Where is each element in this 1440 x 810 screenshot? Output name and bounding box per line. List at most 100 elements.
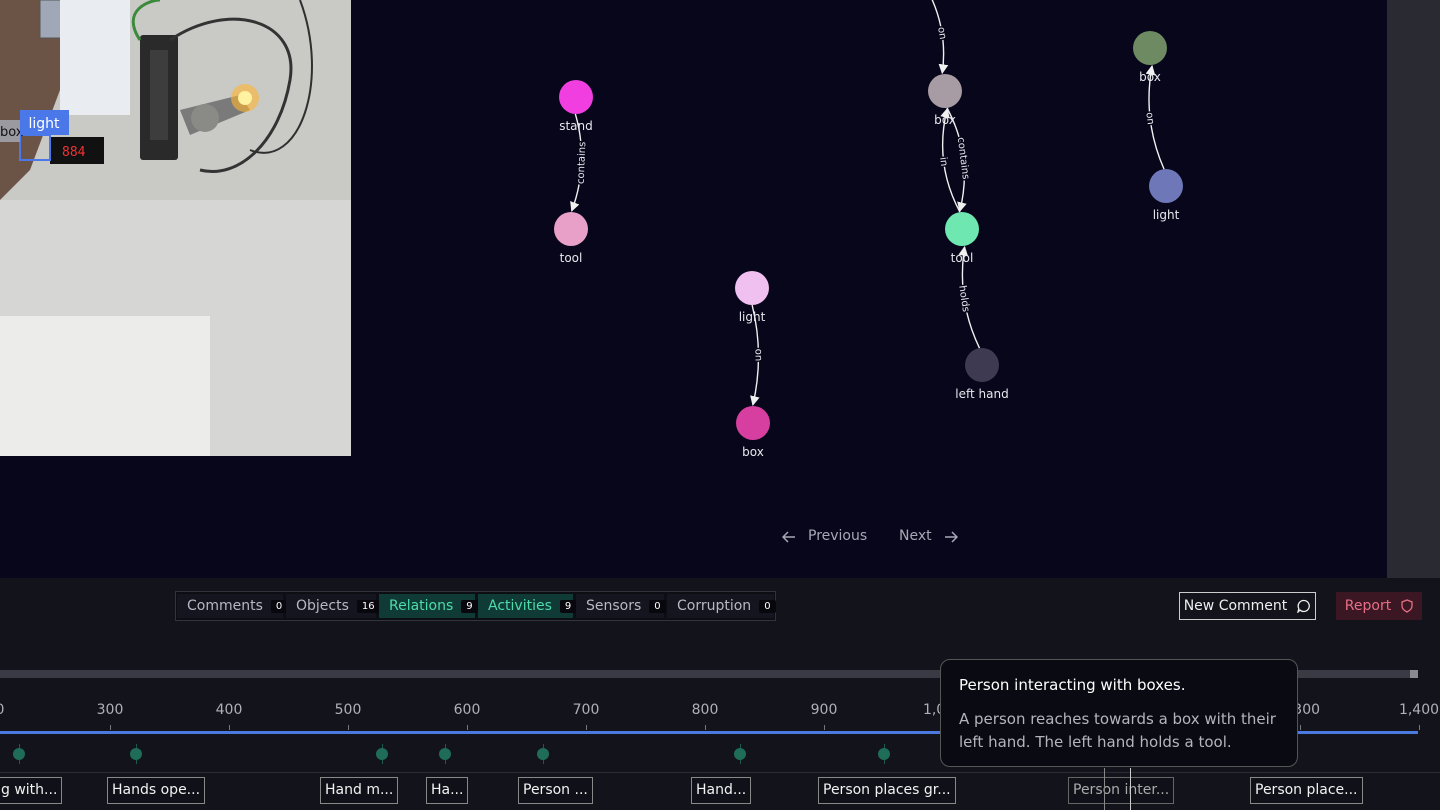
edge-label: contains: [955, 137, 971, 180]
sidebar: [1387, 0, 1440, 578]
node[interactable]: [736, 406, 770, 440]
node-label: stand: [559, 119, 593, 133]
timeline-tick-label: 500: [334, 702, 362, 718]
timeline-tick-label: 200: [0, 702, 4, 718]
timeline-tick-label: 700: [572, 702, 600, 718]
timeline-tick-label: 800: [691, 702, 719, 718]
tab-count: 9: [461, 599, 478, 613]
timeline-tick: [1419, 725, 1420, 730]
comment-icon: [1297, 599, 1311, 613]
edge-label: on: [1143, 112, 1155, 126]
timeline-tick: [348, 725, 349, 730]
report-button[interactable]: Report: [1336, 592, 1422, 620]
tab-label: Comments: [187, 598, 263, 614]
timeline-tick: [1300, 725, 1301, 730]
edge: [570, 113, 583, 212]
edge-label: on: [935, 26, 948, 40]
light-label: light: [28, 116, 60, 132]
tab-count: 0: [649, 599, 666, 613]
previous-text: Previous: [808, 528, 868, 544]
event-marker[interactable]: [878, 748, 890, 760]
event-label[interactable]: Person ...: [518, 777, 593, 804]
event-label[interactable]: Hand...: [691, 777, 752, 804]
timeline-tick: [705, 725, 706, 730]
next-text: Next: [899, 528, 932, 544]
node[interactable]: [559, 80, 593, 114]
tab[interactable]: Relations 9: [379, 594, 478, 618]
edge: [946, 107, 967, 213]
event-label[interactable]: Ha...: [426, 777, 469, 804]
timeline-tick-label: 900: [810, 702, 838, 718]
event-marker[interactable]: [439, 748, 451, 760]
tab-label: Activities: [488, 598, 552, 614]
camera-image: 884 box light: [0, 0, 351, 456]
tab[interactable]: Corruption 0: [667, 594, 776, 618]
tab[interactable]: Activities 9: [478, 594, 577, 618]
edge: [958, 245, 981, 349]
scroll-handle[interactable]: [1410, 670, 1418, 678]
timeline-tick-label: 1,400: [1398, 702, 1440, 718]
tab-count: 16: [356, 599, 380, 613]
node[interactable]: [735, 271, 769, 305]
node[interactable]: [965, 348, 999, 382]
tab-count: 0: [270, 599, 288, 613]
event-label[interactable]: Hands ope...: [107, 777, 206, 804]
separator: [0, 772, 1440, 773]
tab-count: 0: [759, 599, 776, 613]
timeline-tick-label: 300: [96, 702, 124, 718]
event-label[interactable]: Hand m...: [320, 777, 399, 804]
arrow-left-icon: [782, 531, 795, 543]
event-marker[interactable]: [537, 748, 549, 760]
box-label: box: [0, 125, 24, 140]
tab[interactable]: Objects 16: [286, 594, 380, 618]
event-label[interactable]: Person places gr...: [818, 777, 956, 804]
tooltip-body: A person reaches towards a box with thei…: [959, 710, 1276, 751]
event-marker[interactable]: [13, 748, 25, 760]
tab-label: Objects: [296, 598, 349, 614]
arrow-right-icon: [944, 531, 958, 543]
edge-label: holds: [956, 285, 971, 313]
new-comment-text: New Comment: [1183, 598, 1288, 614]
node[interactable]: [1149, 169, 1183, 203]
previous-button[interactable]: Previous: [782, 528, 867, 546]
tab-label: Corruption: [677, 598, 752, 614]
node-label: left hand: [955, 387, 1008, 401]
timeline-tick: [824, 725, 825, 730]
scene-graph: contains on on contains in holds on stand tool li…: [554, 0, 1183, 459]
tab[interactable]: Comments 0: [177, 594, 288, 618]
node[interactable]: [945, 212, 979, 246]
node-label: box: [934, 113, 956, 127]
timeline-tick: [110, 725, 111, 730]
event-marker[interactable]: [734, 748, 746, 760]
timeline-track: [0, 731, 1418, 734]
tab-label: Relations: [389, 598, 454, 614]
node-label: box: [742, 445, 764, 459]
edge-label: on: [752, 349, 763, 362]
node-label: tool: [560, 251, 583, 265]
edge: [931, 0, 949, 75]
node[interactable]: [554, 212, 588, 246]
next-button[interactable]: Next: [899, 528, 958, 546]
event-marker[interactable]: [130, 748, 142, 760]
edge: [940, 107, 961, 213]
svg-text:884: 884: [62, 145, 86, 160]
event-label[interactable]: Person place...: [1250, 777, 1363, 804]
playhead: [1130, 768, 1131, 810]
edge-label: contains: [576, 141, 589, 184]
event-marker[interactable]: [376, 748, 388, 760]
timeline-tick-label: 400: [215, 702, 243, 718]
node-label: box: [1139, 70, 1161, 84]
timeline-tick: [467, 725, 468, 730]
new-comment-button[interactable]: New Comment: [1179, 592, 1316, 620]
node-label: light: [739, 310, 766, 324]
tooltip: Person interacting with boxes. A person …: [940, 659, 1298, 767]
tab[interactable]: Sensors 0: [576, 594, 666, 618]
node[interactable]: [1133, 31, 1167, 65]
event-label[interactable]: g with...: [0, 777, 63, 804]
tab-count: 9: [559, 599, 577, 613]
event-label[interactable]: Person inter...: [1068, 777, 1175, 804]
playhead: [1104, 768, 1105, 810]
node-label: light: [1153, 208, 1180, 222]
scrollbar[interactable]: [0, 670, 1418, 678]
node[interactable]: [928, 74, 962, 108]
